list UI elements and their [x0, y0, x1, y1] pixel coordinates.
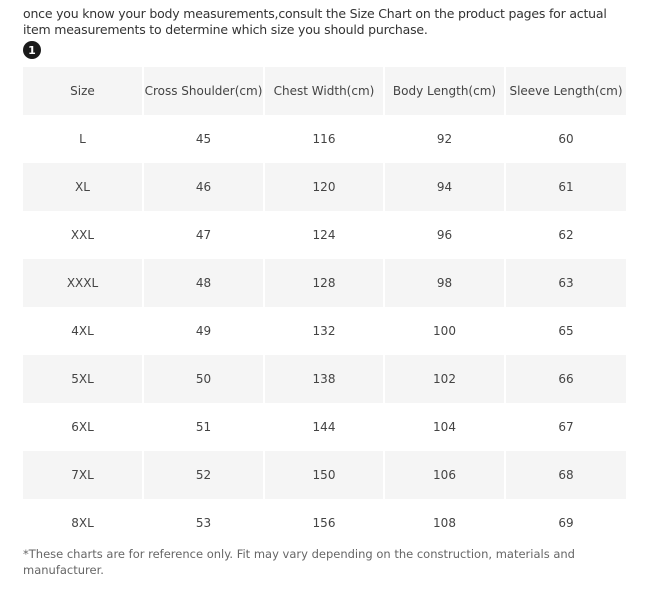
- table-cell: 49: [144, 307, 265, 355]
- table-cell-size: XXL: [23, 211, 144, 259]
- table-cell-size: L: [23, 115, 144, 163]
- table-cell: 63: [506, 259, 626, 307]
- table-cell: 65: [506, 307, 626, 355]
- table-cell: 98: [385, 259, 506, 307]
- table-row: XXL 47 124 96 62: [23, 211, 626, 259]
- table-cell-size: 6XL: [23, 403, 144, 451]
- table-cell: 69: [506, 499, 626, 547]
- table-cell-size: XXXL: [23, 259, 144, 307]
- table-cell: 94: [385, 163, 506, 211]
- table-cell: 144: [265, 403, 385, 451]
- table-cell: 51: [144, 403, 265, 451]
- table-cell: 52: [144, 451, 265, 499]
- table-row: 8XL 53 156 108 69: [23, 499, 626, 547]
- table-cell: 108: [385, 499, 506, 547]
- column-header-chest-width: Chest Width(cm): [265, 67, 385, 115]
- reference-footnote: *These charts are for reference only. Fi…: [23, 547, 575, 577]
- table-cell: 124: [265, 211, 385, 259]
- table-cell: 120: [265, 163, 385, 211]
- table-cell: 106: [385, 451, 506, 499]
- table-cell-size: 7XL: [23, 451, 144, 499]
- table-cell: 46: [144, 163, 265, 211]
- table-cell-size: 4XL: [23, 307, 144, 355]
- table-cell: 100: [385, 307, 506, 355]
- table-row: 6XL 51 144 104 67: [23, 403, 626, 451]
- table-cell: 48: [144, 259, 265, 307]
- table-row: 4XL 49 132 100 65: [23, 307, 626, 355]
- column-header-sleeve-length: Sleeve Length(cm): [506, 67, 626, 115]
- table-cell: 102: [385, 355, 506, 403]
- column-header-cross-shoulder: Cross Shoulder(cm): [144, 67, 265, 115]
- table-row: 7XL 52 150 106 68: [23, 451, 626, 499]
- table-row: XL 46 120 94 61: [23, 163, 626, 211]
- table-cell-size: 5XL: [23, 355, 144, 403]
- size-chart-table-container: Size Cross Shoulder(cm) Chest Width(cm) …: [23, 67, 626, 547]
- table-cell: 132: [265, 307, 385, 355]
- table-cell-size: 8XL: [23, 499, 144, 547]
- table-row: XXXL 48 128 98 63: [23, 259, 626, 307]
- table-cell: 66: [506, 355, 626, 403]
- step-number-badge: 1: [23, 41, 41, 59]
- table-cell: 60: [506, 115, 626, 163]
- table-cell: 156: [265, 499, 385, 547]
- table-row: L 45 116 92 60: [23, 115, 626, 163]
- table-cell: 53: [144, 499, 265, 547]
- table-cell: 128: [265, 259, 385, 307]
- intro-text: once you know your body measurements,con…: [23, 6, 607, 37]
- size-chart-table: Size Cross Shoulder(cm) Chest Width(cm) …: [23, 67, 626, 547]
- table-cell: 104: [385, 403, 506, 451]
- table-cell: 96: [385, 211, 506, 259]
- table-cell: 92: [385, 115, 506, 163]
- table-cell: 61: [506, 163, 626, 211]
- table-cell: 67: [506, 403, 626, 451]
- table-cell: 150: [265, 451, 385, 499]
- table-cell: 45: [144, 115, 265, 163]
- table-row: 5XL 50 138 102 66: [23, 355, 626, 403]
- column-header-size: Size: [23, 67, 144, 115]
- column-header-body-length: Body Length(cm): [385, 67, 506, 115]
- table-header-row: Size Cross Shoulder(cm) Chest Width(cm) …: [23, 67, 626, 115]
- table-cell: 116: [265, 115, 385, 163]
- table-cell: 138: [265, 355, 385, 403]
- table-cell-size: XL: [23, 163, 144, 211]
- table-cell: 62: [506, 211, 626, 259]
- table-cell: 68: [506, 451, 626, 499]
- table-cell: 50: [144, 355, 265, 403]
- table-cell: 47: [144, 211, 265, 259]
